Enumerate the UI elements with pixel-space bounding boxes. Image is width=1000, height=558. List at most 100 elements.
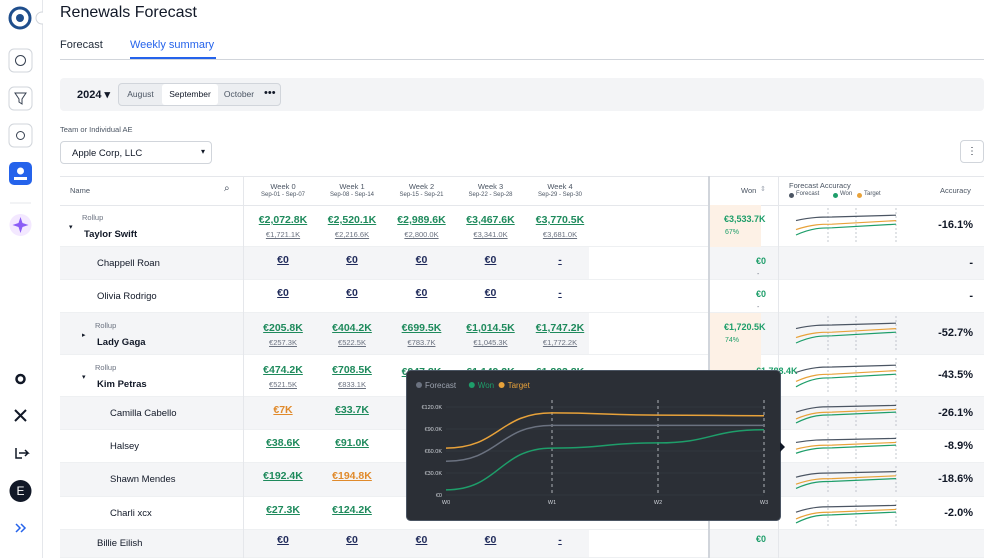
week-value[interactable]: €474.2K	[263, 364, 303, 376]
row-name: Charli xcx	[110, 508, 152, 519]
tab[interactable]: Forecast	[60, 39, 103, 51]
week-label: Week 1	[339, 182, 364, 191]
week-value[interactable]: €194.8K	[332, 470, 372, 482]
accuracy-value: -18.6%	[938, 473, 973, 485]
month-option[interactable]: August	[119, 84, 162, 105]
year-select[interactable]: 2024 ▾	[77, 88, 110, 101]
legend-label: Won	[840, 191, 852, 197]
week-value[interactable]: €27.3K	[266, 504, 300, 516]
week-range: Sep-01 - Sep-07	[261, 192, 305, 198]
sparkline	[792, 208, 902, 244]
tab[interactable]: Weekly summary	[130, 39, 214, 51]
won-value: €1,720.5K	[724, 322, 766, 332]
legend-label: Target	[508, 381, 531, 390]
accuracy-header: Accuracy	[940, 186, 971, 195]
week-value[interactable]: -	[558, 534, 562, 546]
expand-toggle[interactable]: ▾	[82, 373, 86, 381]
week-value[interactable]: €38.6K	[266, 437, 300, 449]
logout-icon[interactable]	[16, 448, 28, 458]
week-value[interactable]: €1,747.2K	[536, 322, 584, 334]
week-value[interactable]: €91.0K	[335, 437, 369, 449]
month-option[interactable]: September	[162, 84, 218, 105]
more-button[interactable]: •••	[264, 87, 276, 99]
week-value[interactable]: €2,520.1K	[328, 214, 376, 226]
won-header[interactable]: Won	[741, 186, 756, 195]
row-bg	[60, 313, 589, 355]
y-tick-label: €60.0K	[425, 449, 443, 455]
week-value[interactable]: €3,770.5K	[536, 214, 584, 226]
legend-dot	[857, 193, 862, 198]
week-sub-value: €2,216.6K	[335, 230, 369, 239]
month-option[interactable]: October	[218, 84, 260, 105]
settings-icon[interactable]	[17, 375, 25, 383]
expand-icon[interactable]	[16, 524, 25, 532]
sparkline-line	[796, 215, 896, 220]
week-value[interactable]: €0	[277, 254, 289, 266]
week-value[interactable]: €0	[416, 254, 428, 266]
week-value[interactable]: €0	[485, 254, 497, 266]
week-value[interactable]: €0	[346, 534, 358, 546]
header-border	[60, 205, 984, 206]
sparkline	[792, 316, 902, 352]
sparkline	[792, 358, 902, 394]
week-value[interactable]: €124.2K	[332, 504, 372, 516]
week-value[interactable]: €699.5K	[402, 322, 442, 334]
sparkline	[792, 466, 902, 494]
week-value[interactable]: €404.2K	[332, 322, 372, 334]
week-value[interactable]: €3,467.6K	[466, 214, 514, 226]
week-value[interactable]: €205.8K	[263, 322, 303, 334]
week-value[interactable]: €2,072.8K	[259, 214, 307, 226]
week-value[interactable]: €0	[485, 287, 497, 299]
week-value[interactable]: -	[558, 287, 562, 299]
tools-icon[interactable]	[15, 410, 26, 421]
legend-label: Won	[478, 381, 494, 390]
sparkline-line	[796, 323, 896, 328]
week-sub-value: €3,341.0K	[473, 230, 507, 239]
year: 2024	[77, 89, 101, 101]
sparkline	[792, 500, 902, 527]
week-value[interactable]: €2,989.6K	[397, 214, 445, 226]
week-value[interactable]: €0	[277, 287, 289, 299]
nav-icon[interactable]	[9, 124, 32, 147]
won-sub: 74%	[725, 337, 739, 344]
week-value[interactable]: €0	[346, 254, 358, 266]
accuracy-value: -52.7%	[938, 327, 973, 339]
x-tick-label: W2	[654, 500, 662, 506]
week-sub-value: €1,045.3K	[473, 338, 507, 347]
expand-toggle[interactable]: ▸	[82, 331, 86, 339]
week-value[interactable]: -	[558, 254, 562, 266]
week-value[interactable]: €7K	[273, 404, 292, 416]
week-sub-value: €783.7K	[408, 338, 436, 347]
accuracy-value: -2.0%	[944, 507, 973, 519]
expand-toggle[interactable]: ▾	[69, 223, 73, 231]
table-top-border	[60, 176, 984, 177]
rollup-label: Rollup	[95, 363, 116, 372]
week-value[interactable]: €0	[346, 287, 358, 299]
rollup-label: Rollup	[95, 321, 116, 330]
week-label: Week 0	[270, 182, 295, 191]
week-value[interactable]: €708.5K	[332, 364, 372, 376]
week-value[interactable]: €0	[485, 534, 497, 546]
week-sub-value: €1,721.1K	[266, 230, 300, 239]
search-icon[interactable]: ⌕	[224, 183, 230, 194]
nav-icon[interactable]	[9, 49, 32, 72]
week-value[interactable]: €192.4K	[263, 470, 303, 482]
week-value[interactable]: €0	[416, 287, 428, 299]
options-button[interactable]: ⋮	[960, 140, 984, 163]
week-value[interactable]: €0	[416, 534, 428, 546]
row-name: Chappell Roan	[97, 258, 160, 269]
week-value[interactable]: €0	[277, 534, 289, 546]
team-select[interactable]: Apple Corp, LLC▾	[60, 141, 212, 164]
tooltip-pointer	[780, 442, 785, 452]
week-value[interactable]: €33.7K	[335, 404, 369, 416]
accuracy-value: -	[969, 257, 973, 269]
sort-icon: ⇕	[760, 185, 766, 193]
nav-icon[interactable]	[9, 87, 32, 110]
row-bg	[709, 530, 984, 558]
row-name: Lady Gaga	[97, 337, 146, 348]
y-tick-label: €120.0K	[422, 405, 443, 411]
accuracy-value: -16.1%	[938, 219, 973, 231]
rollup-label: Rollup	[82, 213, 103, 222]
week-value[interactable]: €1,014.5K	[466, 322, 514, 334]
accuracy-value: -	[969, 290, 973, 302]
